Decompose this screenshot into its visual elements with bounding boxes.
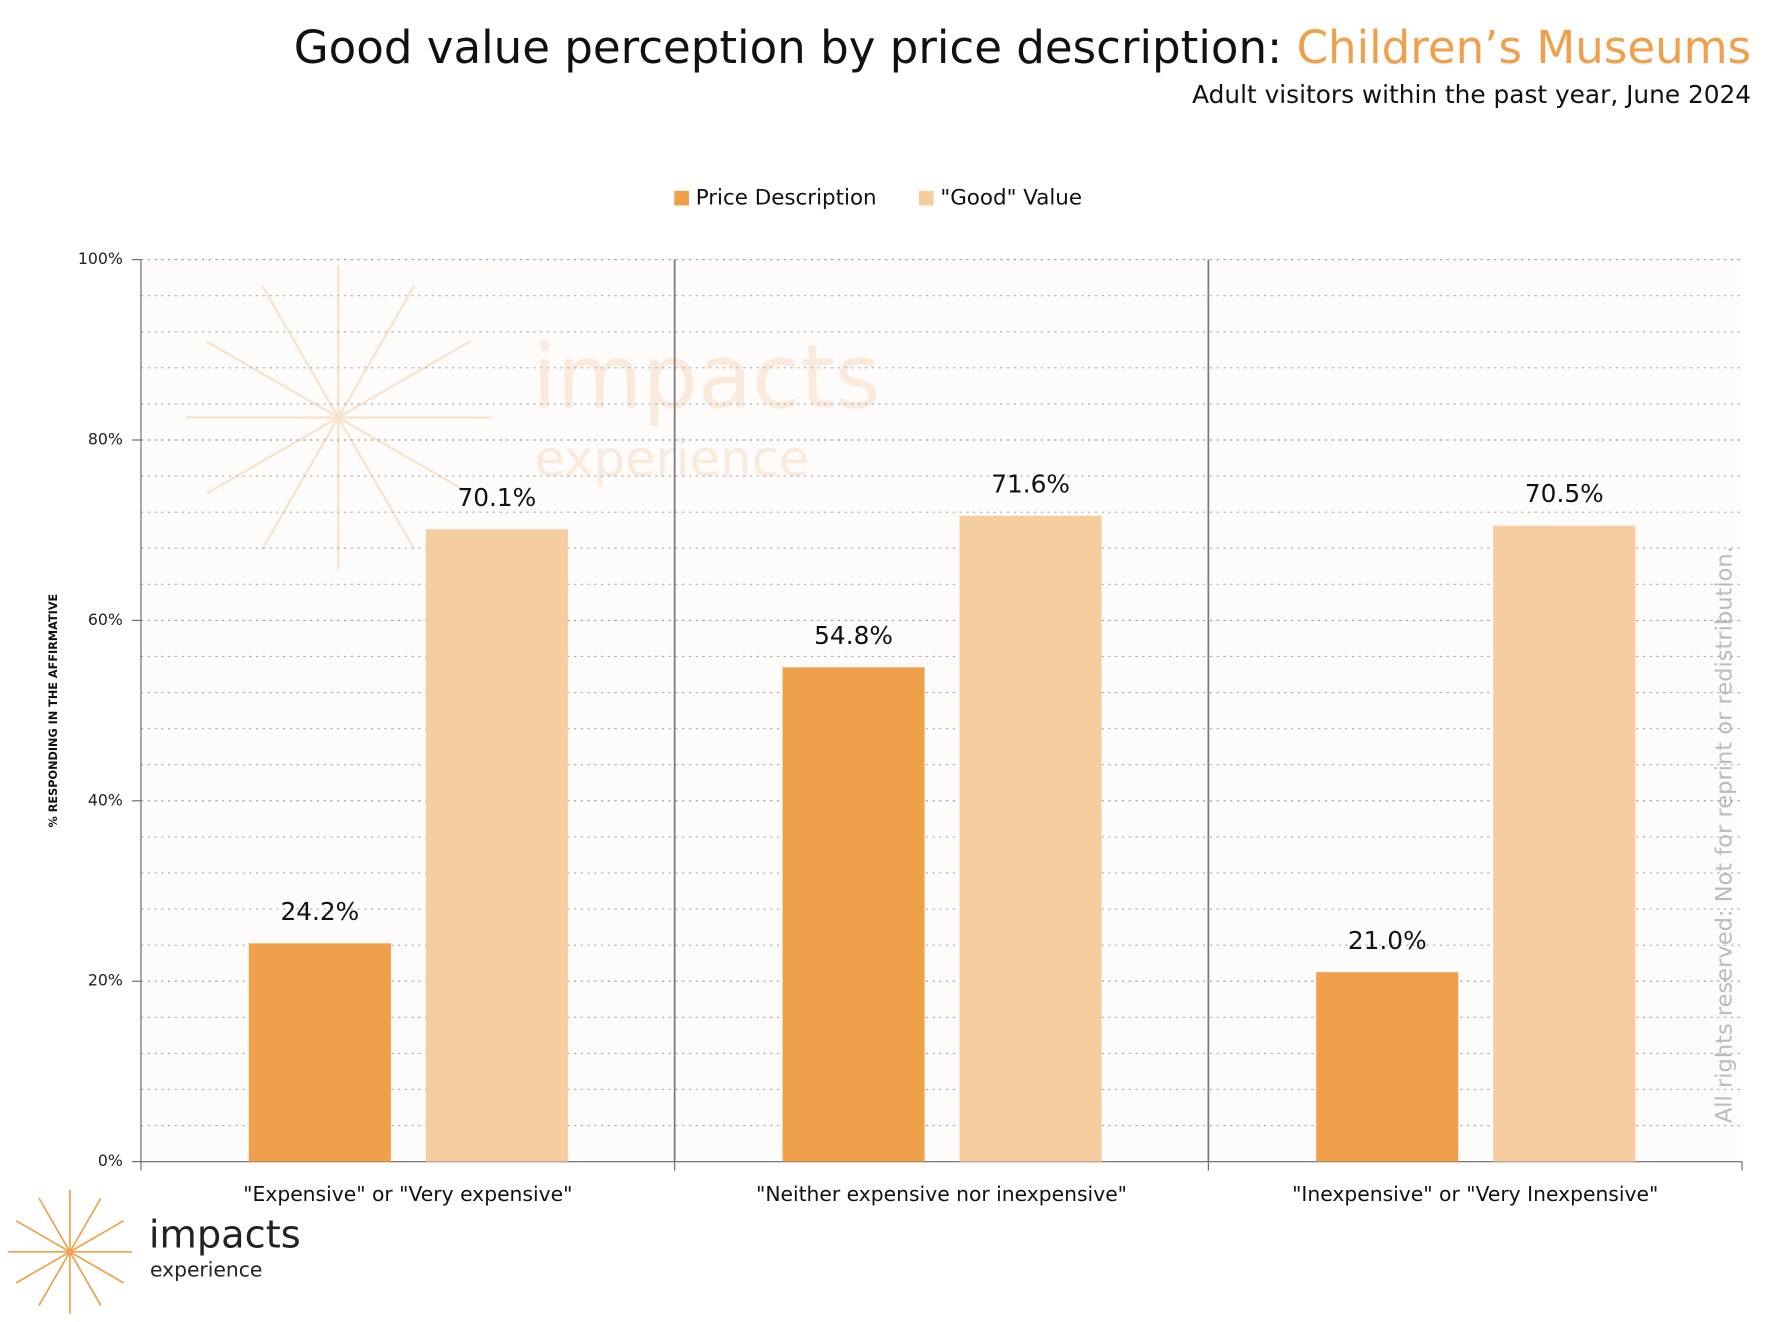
- subtitle: Adult visitors within the past year, Jun…: [1192, 80, 1751, 109]
- y-tick-label: 0%: [98, 1151, 123, 1170]
- y-tick-label: 60%: [88, 610, 123, 629]
- bar: [248, 943, 391, 1162]
- plot-background: [140, 259, 1743, 1162]
- star-ray: [15, 1220, 125, 1284]
- legend-label: "Good" Value: [940, 186, 1082, 211]
- bar: [1493, 525, 1636, 1162]
- chart-title: Good value perception by price descripti…: [294, 21, 1751, 74]
- bar: [959, 515, 1102, 1162]
- watermark-name: impacts: [532, 326, 880, 429]
- legend-label: Price Description: [696, 186, 877, 211]
- star-ray: [205, 340, 471, 495]
- logo-sub: experience: [150, 1258, 262, 1282]
- y-tick-label: 80%: [88, 430, 123, 449]
- value-label: 71.6%: [991, 469, 1070, 498]
- y-tick-label: 100%: [78, 249, 123, 268]
- value-label: 21.0%: [1348, 926, 1427, 955]
- value-label: 70.5%: [1525, 479, 1604, 508]
- watermark-sub: experience: [534, 430, 809, 488]
- x-tick-label: "Neither expensive nor inexpensive": [756, 1182, 1127, 1206]
- y-tick-label: 40%: [88, 790, 123, 809]
- y-tick-label: 20%: [88, 971, 123, 990]
- bar: [425, 529, 568, 1162]
- value-label: 24.2%: [280, 897, 359, 926]
- x-tick-label: "Inexpensive" or "Very Inexpensive": [1292, 1182, 1658, 1206]
- legend-swatch: [674, 190, 689, 206]
- watermark-star: [186, 265, 491, 570]
- value-label: 70.1%: [457, 483, 536, 512]
- logo-star: [7, 1189, 132, 1314]
- title-main: Good value perception by price descripti…: [294, 21, 1297, 74]
- value-label: 54.8%: [814, 621, 893, 650]
- bar: [782, 667, 925, 1162]
- notice: All rights reserved: Not for reprint or …: [1712, 546, 1738, 1123]
- title-highlight: Children’s Museums: [1297, 21, 1752, 74]
- legend-swatch: [918, 190, 934, 206]
- logo-name: impacts: [149, 1213, 301, 1258]
- y-axis-label: % RESPONDING IN THE AFFIRMATIVE: [47, 594, 60, 828]
- bar: [1316, 972, 1459, 1162]
- x-tick-label: "Expensive" or "Very expensive": [243, 1182, 572, 1206]
